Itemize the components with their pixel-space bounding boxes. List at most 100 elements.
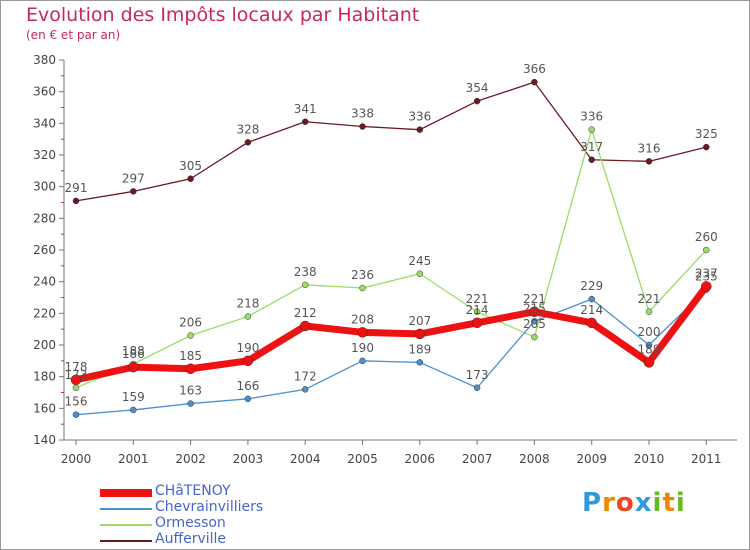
- data-point-ormesson: [244, 313, 252, 320]
- data-label-chtenoy: 212: [294, 306, 317, 320]
- y-tick-label: 240: [33, 275, 56, 289]
- data-label-chtenoy: 178: [65, 360, 88, 374]
- data-label-ormesson: 260: [695, 230, 718, 244]
- data-point-chevrainvilliers: [187, 400, 194, 407]
- y-tick-label: 180: [33, 370, 56, 384]
- legend-swatch: [100, 524, 152, 526]
- series-line-aufferville: [75, 81, 707, 202]
- data-label-aufferville: 366: [523, 62, 546, 76]
- data-label-chtenoy: 186: [122, 347, 145, 361]
- proxiti-logo: Proxiti: [582, 488, 686, 518]
- data-point-chevrainvilliers: [72, 411, 80, 418]
- y-tick-label: 340: [33, 116, 56, 130]
- data-point-chtenoy: [414, 328, 426, 340]
- y-tick-label: 360: [33, 85, 56, 99]
- data-label-ormesson: 206: [179, 316, 202, 330]
- data-point-ormesson: [416, 270, 424, 277]
- data-label-ormesson: 221: [466, 292, 489, 306]
- data-point-aufferville: [703, 143, 710, 151]
- data-label-aufferville: 297: [122, 171, 145, 185]
- x-tick-label: 2005: [347, 452, 378, 466]
- data-label-chtenoy: 185: [179, 349, 202, 363]
- y-tick-label: 280: [33, 211, 56, 225]
- data-point-chevrainvilliers: [588, 295, 595, 303]
- data-point-ormesson: [531, 333, 538, 341]
- data-point-chevrainvilliers: [473, 384, 481, 391]
- data-point-chtenoy: [643, 357, 655, 368]
- legend-swatch: [100, 508, 152, 510]
- chart-subtitle: (en € et par an): [26, 28, 121, 42]
- data-point-chtenoy: [529, 306, 540, 317]
- legend-swatch: [100, 489, 152, 497]
- data-label-chevrainvilliers: 173: [466, 368, 489, 382]
- data-label-ormesson: 245: [408, 254, 431, 268]
- data-label-aufferville: 336: [408, 110, 431, 124]
- data-point-aufferville: [301, 118, 309, 125]
- data-point-aufferville: [531, 78, 538, 86]
- data-point-aufferville: [130, 188, 137, 195]
- series-line-ormesson: [75, 129, 707, 389]
- x-tick-label: 2007: [462, 452, 493, 466]
- data-label-ormesson: 238: [294, 265, 317, 279]
- data-point-ormesson: [187, 332, 194, 339]
- data-point-ormesson: [645, 308, 653, 315]
- data-label-chtenoy: 221: [523, 292, 546, 306]
- data-label-chevrainvilliers: 200: [638, 325, 661, 339]
- data-label-chtenoy: 214: [580, 303, 603, 317]
- data-label-chtenoy: 189: [638, 342, 661, 356]
- data-label-ormesson: 205: [523, 317, 546, 331]
- data-point-ormesson: [72, 384, 80, 391]
- data-point-ormesson: [588, 126, 595, 133]
- data-label-ormesson: 221: [638, 292, 661, 306]
- data-point-chevrainvilliers: [531, 318, 538, 325]
- logo-letter: x: [634, 488, 653, 518]
- data-point-chtenoy: [586, 317, 597, 329]
- data-point-aufferville: [588, 156, 595, 163]
- x-tick-label: 2000: [61, 452, 92, 466]
- logo-letter: r: [602, 488, 616, 518]
- data-label-aufferville: 325: [695, 127, 718, 141]
- data-point-chtenoy: [242, 355, 254, 367]
- data-label-chevrainvilliers: 166: [236, 379, 259, 393]
- x-tick-label: 2009: [576, 452, 607, 466]
- data-label-chtenoy: 207: [408, 314, 431, 328]
- data-label-aufferville: 328: [236, 122, 259, 136]
- data-label-aufferville: 341: [294, 102, 317, 116]
- data-label-aufferville: 316: [638, 141, 661, 155]
- data-label-chevrainvilliers: 215: [523, 301, 546, 315]
- data-label-chtenoy: 237: [695, 266, 718, 280]
- data-point-aufferville: [72, 197, 80, 205]
- data-label-ormesson: 336: [580, 110, 603, 124]
- y-tick-label: 300: [33, 180, 56, 194]
- data-label-aufferville: 305: [179, 159, 202, 173]
- logo-letter: i: [675, 488, 686, 518]
- data-point-ormesson: [703, 246, 710, 254]
- x-tick-label: 2001: [118, 452, 149, 466]
- series-line-chtenoy: [75, 284, 710, 384]
- data-label-chtenoy: 190: [236, 341, 259, 355]
- data-point-chtenoy: [357, 327, 368, 338]
- data-point-chevrainvilliers: [416, 359, 424, 366]
- data-label-chtenoy: 214: [466, 303, 489, 317]
- data-point-ormesson: [473, 308, 481, 315]
- x-tick-label: 2003: [233, 452, 264, 466]
- data-label-chtenoy: 208: [351, 312, 374, 326]
- legend-label: Aufferville: [155, 531, 227, 547]
- legend-label: Chevrainvilliers: [155, 499, 264, 515]
- data-point-chtenoy: [128, 361, 139, 373]
- data-label-aufferville: 338: [351, 107, 374, 121]
- data-label-chevrainvilliers: 229: [580, 279, 603, 293]
- data-point-chtenoy: [70, 374, 82, 386]
- data-point-aufferville: [645, 158, 653, 165]
- data-point-aufferville: [244, 139, 252, 146]
- series-line-chevrainvilliers: [75, 289, 707, 416]
- data-label-ormesson: 218: [236, 297, 259, 311]
- chart-title: Evolution des Impôts locaux par Habitant: [26, 4, 420, 26]
- x-tick-label: 2006: [405, 452, 436, 466]
- logo-letter: i: [652, 488, 663, 518]
- legend-swatch: [100, 540, 152, 542]
- data-point-chevrainvilliers: [645, 341, 653, 349]
- logo-letter: t: [662, 488, 676, 518]
